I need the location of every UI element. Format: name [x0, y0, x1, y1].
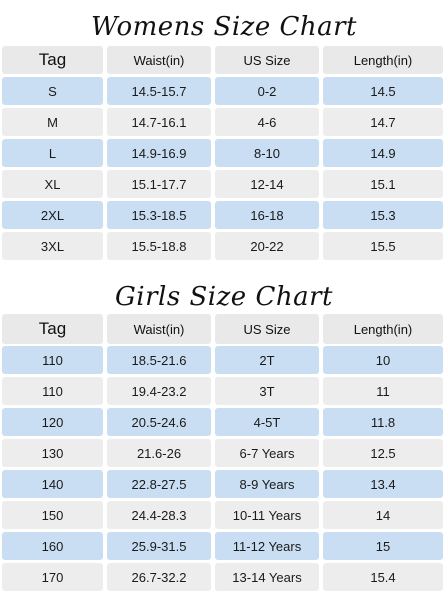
girls-cell-length: 11.8	[323, 408, 443, 436]
girls-cell-us-size: 2T	[215, 346, 319, 374]
girls-size-table: Tag Waist(in) US Size Length(in) 110 18.5-21.…	[0, 314, 448, 594]
table-row: 3XL 15.5-18.8 20-22 15.5	[0, 232, 448, 260]
womens-cell-tag: XL	[2, 170, 103, 198]
girls-cell-tag: 130	[2, 439, 103, 467]
womens-cell-us-size: 20-22	[215, 232, 319, 260]
girls-cell-length: 10	[323, 346, 443, 374]
womens-cell-us-size: 16-18	[215, 201, 319, 229]
girls-cell-us-size: 8-9 Years	[215, 470, 319, 498]
womens-cell-length: 15.3	[323, 201, 443, 229]
womens-cell-waist: 14.7-16.1	[107, 108, 211, 136]
womens-cell-us-size: 8-10	[215, 139, 319, 167]
girls-cell-waist: 21.6-26	[107, 439, 211, 467]
table-row: 110 18.5-21.6 2T 10	[0, 346, 448, 374]
girls-cell-us-size: 10-11 Years	[215, 501, 319, 529]
womens-size-table: Tag Waist(in) US Size Length(in) S 14.5-15.7 0…	[0, 46, 448, 263]
womens-header-tag: Tag	[2, 46, 103, 74]
womens-cell-length: 15.5	[323, 232, 443, 260]
table-row: XL 15.1-17.7 12-14 15.1	[0, 170, 448, 198]
womens-header-waist: Waist(in)	[107, 46, 211, 74]
womens-cell-tag: S	[2, 77, 103, 105]
womens-cell-us-size: 12-14	[215, 170, 319, 198]
girls-cell-tag: 150	[2, 501, 103, 529]
girls-cell-waist: 20.5-24.6	[107, 408, 211, 436]
girls-cell-waist: 18.5-21.6	[107, 346, 211, 374]
womens-header-length: Length(in)	[323, 46, 443, 74]
womens-cell-us-size: 4-6	[215, 108, 319, 136]
womens-cell-tag: 3XL	[2, 232, 103, 260]
womens-cell-length: 15.1	[323, 170, 443, 198]
womens-cell-waist: 14.9-16.9	[107, 139, 211, 167]
girls-header-us-size: US Size	[215, 314, 319, 344]
girls-cell-length: 12.5	[323, 439, 443, 467]
womens-cell-waist: 15.5-18.8	[107, 232, 211, 260]
girls-cell-tag: 120	[2, 408, 103, 436]
girls-cell-waist: 24.4-28.3	[107, 501, 211, 529]
womens-header-row: Tag Waist(in) US Size Length(in)	[0, 46, 448, 74]
girls-cell-us-size: 6-7 Years	[215, 439, 319, 467]
womens-header-us-size: US Size	[215, 46, 319, 74]
table-row: M 14.7-16.1 4-6 14.7	[0, 108, 448, 136]
womens-size-chart-title: Womens Size Chart	[91, 12, 357, 42]
table-row: 140 22.8-27.5 8-9 Years 13.4	[0, 470, 448, 498]
girls-cell-length: 15	[323, 532, 443, 560]
table-row: 130 21.6-26 6-7 Years 12.5	[0, 439, 448, 467]
girls-cell-waist: 26.7-32.2	[107, 563, 211, 591]
table-row: 150 24.4-28.3 10-11 Years 14	[0, 501, 448, 529]
table-row: 120 20.5-24.6 4-5T 11.8	[0, 408, 448, 436]
womens-cell-us-size: 0-2	[215, 77, 319, 105]
womens-cell-tag: L	[2, 139, 103, 167]
girls-cell-us-size: 11-12 Years	[215, 532, 319, 560]
girls-cell-waist: 22.8-27.5	[107, 470, 211, 498]
girls-header-waist: Waist(in)	[107, 314, 211, 344]
womens-cell-length: 14.7	[323, 108, 443, 136]
table-row: 110 19.4-23.2 3T 11	[0, 377, 448, 405]
girls-cell-tag: 110	[2, 346, 103, 374]
womens-cell-tag: M	[2, 108, 103, 136]
girls-cell-length: 14	[323, 501, 443, 529]
girls-cell-length: 13.4	[323, 470, 443, 498]
girls-cell-length: 11	[323, 377, 443, 405]
womens-cell-waist: 15.3-18.5	[107, 201, 211, 229]
girls-cell-waist: 25.9-31.5	[107, 532, 211, 560]
girls-cell-tag: 110	[2, 377, 103, 405]
table-row: S 14.5-15.7 0-2 14.5	[0, 77, 448, 105]
womens-cell-tag: 2XL	[2, 201, 103, 229]
womens-cell-waist: 15.1-17.7	[107, 170, 211, 198]
girls-cell-tag: 170	[2, 563, 103, 591]
girls-cell-us-size: 4-5T	[215, 408, 319, 436]
girls-size-chart-title: Girls Size Chart	[115, 282, 333, 312]
table-row: 170 26.7-32.2 13-14 Years 15.4	[0, 563, 448, 591]
womens-cell-length: 14.9	[323, 139, 443, 167]
girls-cell-tag: 160	[2, 532, 103, 560]
table-row: L 14.9-16.9 8-10 14.9	[0, 139, 448, 167]
womens-cell-length: 14.5	[323, 77, 443, 105]
girls-cell-waist: 19.4-23.2	[107, 377, 211, 405]
girls-header-tag: Tag	[2, 314, 103, 344]
girls-header-length: Length(in)	[323, 314, 443, 344]
table-row: 160 25.9-31.5 11-12 Years 15	[0, 532, 448, 560]
girls-cell-length: 15.4	[323, 563, 443, 591]
womens-cell-waist: 14.5-15.7	[107, 77, 211, 105]
girls-cell-tag: 140	[2, 470, 103, 498]
table-row: 2XL 15.3-18.5 16-18 15.3	[0, 201, 448, 229]
girls-header-row: Tag Waist(in) US Size Length(in)	[0, 314, 448, 344]
girls-cell-us-size: 13-14 Years	[215, 563, 319, 591]
girls-cell-us-size: 3T	[215, 377, 319, 405]
